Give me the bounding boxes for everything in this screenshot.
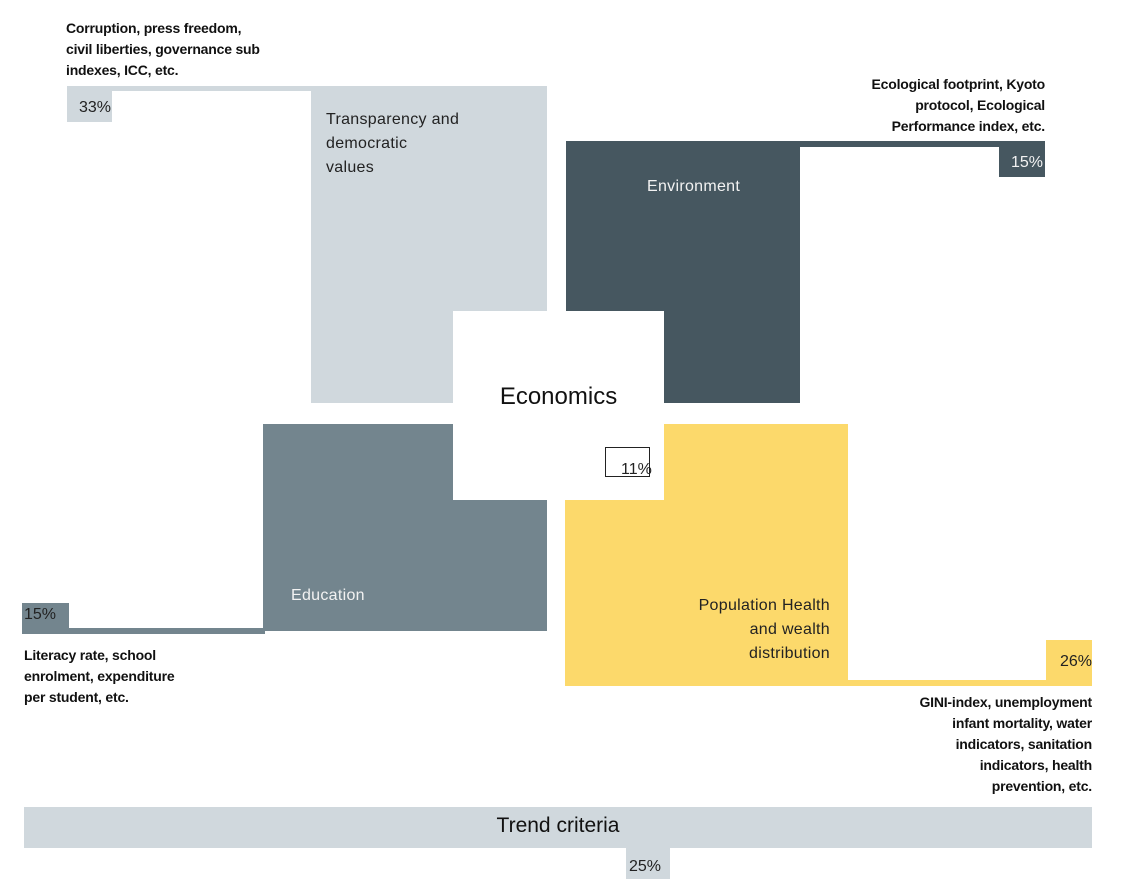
education-note-line: enrolment, expenditure [24, 668, 175, 684]
transparency-label-line: Transparency and [326, 111, 460, 128]
transparency-note-line: civil liberties, governance sub [66, 41, 260, 57]
health-note-line: indicators, health [979, 757, 1093, 773]
transparency-percent: 33% [79, 99, 112, 116]
transparency-label-line: values [326, 159, 375, 176]
health-label-line: distribution [749, 645, 830, 662]
health-note-line: prevention, etc. [991, 778, 1092, 794]
health-percent-box [1046, 640, 1092, 686]
environment-note-line: Performance index, etc. [891, 118, 1046, 134]
trend-percent-box [626, 848, 670, 879]
environment-note: Ecological footprint, Kyoto protocol, Ec… [825, 74, 1046, 137]
health-percent: 26% [1060, 653, 1093, 670]
health-note-line: GINI-index, unemployment [919, 694, 1092, 710]
economics-label: Economics [499, 383, 618, 410]
health-label-line: and wealth [749, 621, 830, 638]
environment-note-line: protocol, Ecological [915, 97, 1045, 113]
economics-block [453, 311, 664, 500]
trend-bar [24, 807, 1092, 848]
transparency-note-line: indexes, ICC, etc. [66, 62, 179, 78]
education-connector [22, 628, 265, 634]
education-percent: 15% [24, 606, 57, 623]
economics-percent-box [605, 447, 650, 477]
education-note-line: Literacy rate, school [24, 647, 156, 663]
education-label: Education [291, 587, 365, 604]
transparency-label-line: democratic [326, 135, 408, 152]
health-label-line: Population Health [698, 597, 830, 614]
transparency-note-line: Corruption, press freedom, [66, 20, 242, 36]
trend-percent: 25% [629, 858, 662, 875]
health-label: Population Health and wealth distributio… [630, 594, 830, 666]
health-note-line: indicators, sanitation [955, 736, 1093, 752]
education-note-line: per student, etc. [24, 689, 129, 705]
trend-label: Trend criteria [496, 814, 620, 837]
transparency-label: Transparency and democratic values [326, 108, 536, 180]
transparency-percent-box [67, 86, 112, 122]
environment-note-line: Ecological footprint, Kyoto [871, 76, 1046, 92]
education-note: Literacy rate, school enrolment, expendi… [24, 645, 244, 708]
health-note-line: infant mortality, water [952, 715, 1092, 731]
environment-percent: 15% [1011, 154, 1044, 171]
transparency-note: Corruption, press freedom, civil liberti… [66, 18, 306, 81]
environment-label: Environment [647, 178, 741, 195]
health-note: GINI-index, unemployment infant mortalit… [852, 692, 1092, 797]
environment-connector [800, 141, 1045, 147]
health-connector [848, 680, 1092, 686]
economics-percent: 11% [621, 461, 652, 478]
transparency-connector [67, 86, 311, 91]
education-percent-box [22, 603, 69, 628]
environment-percent-box [999, 141, 1045, 177]
